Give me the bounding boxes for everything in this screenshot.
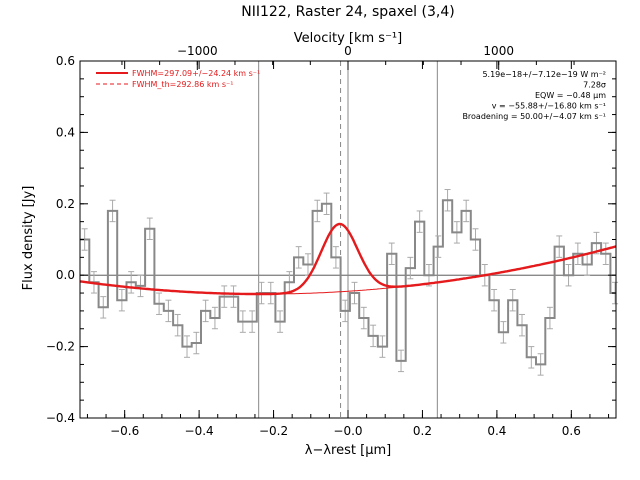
y-tick-label: 0.2 xyxy=(56,197,75,211)
x-tick-label: −0.4 xyxy=(185,424,214,438)
fit-annotation: Broadening = 50.00+/−4.07 km s⁻¹ xyxy=(462,112,606,121)
velocity-tick-label: 1000 xyxy=(483,44,514,58)
fit-annotation: v = −55.88+/−16.80 km s⁻¹ xyxy=(492,102,606,111)
chart-title: NII122, Raster 24, spaxel (3,4) xyxy=(241,4,454,20)
x-tick-label: −0.0 xyxy=(333,424,362,438)
y-tick-label: 0.0 xyxy=(56,268,75,282)
fit-annotation: EQW = −0.48 μm xyxy=(535,91,606,100)
x-tick-label: 0.2 xyxy=(413,424,432,438)
y-tick-label: −0.2 xyxy=(46,340,75,354)
y-tick-label: 0.4 xyxy=(56,125,75,139)
y-tick-label: 0.6 xyxy=(56,54,75,68)
fit-annotation: 5.19e−18+/−7.12e−19 W m⁻² xyxy=(482,70,606,79)
x-tick-label: −0.2 xyxy=(259,424,288,438)
velocity-axis-label: Velocity [km s⁻¹] xyxy=(294,31,402,46)
velocity-tick-label: −1000 xyxy=(177,44,218,58)
fit-annotation: 7.28σ xyxy=(583,81,606,90)
x-tick-label: 0.4 xyxy=(487,424,506,438)
legend-label: FWHM=297.09+/−24.24 km s⁻¹ xyxy=(132,69,260,78)
y-tick-label: −0.4 xyxy=(46,411,75,425)
velocity-tick-label: 0 xyxy=(344,44,352,58)
legend-label: FWHM_th=292.86 km s⁻¹ xyxy=(132,80,233,89)
x-tick-label: −0.6 xyxy=(110,424,139,438)
y-axis-label: Flux density [Jy] xyxy=(21,186,36,291)
x-tick-label: 0.6 xyxy=(562,424,581,438)
x-axis-label: λ−λrest [μm] xyxy=(305,443,391,458)
plot-area: −0.6 −0.4 −0.2 −0.0 0.2 0.4 0.6 −0.4 −0.2 0.0 0.2 0… xyxy=(46,44,619,438)
total-fit-line xyxy=(79,222,617,296)
spectrum-series xyxy=(80,199,616,366)
